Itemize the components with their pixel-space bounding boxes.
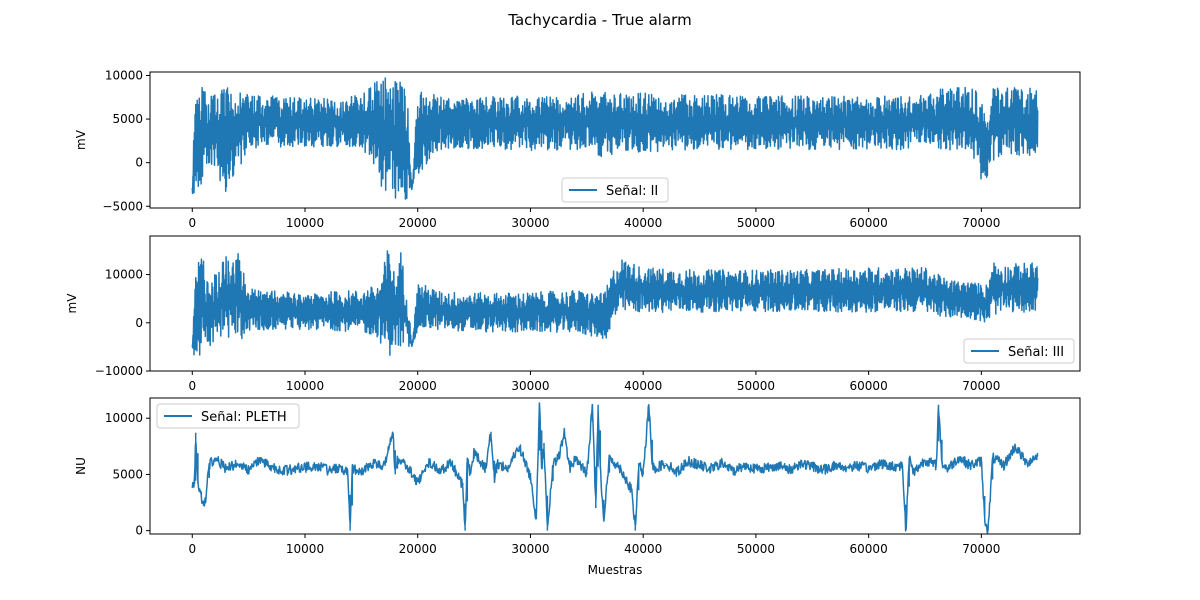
plot-frame-1 xyxy=(149,71,1081,209)
series-line-3 xyxy=(191,402,1039,534)
x-tick-label: 20000 xyxy=(399,216,437,230)
panel-3: 0 10000 20000 30000 40000 50000 60000 70000 0 500… xyxy=(74,397,1081,556)
plot-frame-3 xyxy=(149,397,1081,535)
legend-label: Señal: II xyxy=(606,184,658,199)
y-tick-label: −10000 xyxy=(95,364,143,378)
panels: 0 10000 20000 30000 40000 50000 60000 70000−500… xyxy=(65,68,1081,556)
x-tick-label: 70000 xyxy=(962,542,1000,556)
legend-box xyxy=(561,177,669,203)
x-tick-label: 60000 xyxy=(850,379,888,393)
x-tick-label: 60000 xyxy=(850,216,888,230)
x-tick-label: 70000 xyxy=(962,216,1000,230)
legend-3: Señal: PLETH xyxy=(156,403,300,429)
plot-frame-2 xyxy=(149,235,1081,372)
x-tick-label: 40000 xyxy=(624,216,662,230)
y-tick-label: 0 xyxy=(135,156,143,170)
x-tick-label: 30000 xyxy=(511,542,549,556)
x-tick-label: 40000 xyxy=(624,542,662,556)
x-tick-label: 40000 xyxy=(624,379,662,393)
figure-title: Tachycardia - True alarm xyxy=(507,11,691,29)
y-tick-label: 5000 xyxy=(112,467,143,481)
x-tick-label: 50000 xyxy=(737,542,775,556)
x-axis-label: Muestras xyxy=(588,563,643,577)
panel-1: 0 10000 20000 30000 40000 50000 60000 70000−500… xyxy=(74,68,1081,230)
y-tick-label: 0 xyxy=(135,524,143,538)
x-tick-label: 70000 xyxy=(962,379,1000,393)
x-tick-label: 20000 xyxy=(399,379,437,393)
x-tick-label: 30000 xyxy=(511,379,549,393)
x-tick-label: 50000 xyxy=(737,216,775,230)
x-tick-label: 60000 xyxy=(850,542,888,556)
legend-1: Señal: II xyxy=(561,177,669,203)
y-tick-label: 10000 xyxy=(105,411,143,425)
y-tick-label: 10000 xyxy=(105,268,143,282)
y-axis-label-2: mV xyxy=(65,293,79,314)
series-line-1 xyxy=(191,77,1039,200)
y-axis-label-3: NU xyxy=(74,457,88,475)
x-tick-label: 0 xyxy=(188,379,196,393)
x-tick-label: 0 xyxy=(188,216,196,230)
y-tick-label: 5000 xyxy=(112,112,143,126)
legend-label: Señal: III xyxy=(1008,345,1064,360)
y-tick-label: −5000 xyxy=(102,199,143,213)
series-line-2 xyxy=(191,250,1039,356)
x-tick-label: 10000 xyxy=(286,216,324,230)
legend-label: Señal: PLETH xyxy=(201,410,287,425)
x-tick-label: 10000 xyxy=(286,379,324,393)
y-tick-label: 10000 xyxy=(105,68,143,82)
legend-box xyxy=(963,338,1075,364)
legend-box xyxy=(156,403,300,429)
x-tick-label: 30000 xyxy=(511,216,549,230)
y-tick-label: 0 xyxy=(135,316,143,330)
x-tick-label: 0 xyxy=(188,542,196,556)
x-tick-label: 10000 xyxy=(286,542,324,556)
y-axis-label-1: mV xyxy=(74,129,88,150)
x-tick-label: 50000 xyxy=(737,379,775,393)
panel-2: 0 10000 20000 30000 40000 50000 60000 70000 −100… xyxy=(65,235,1081,393)
x-tick-label: 20000 xyxy=(399,542,437,556)
legend-2: Señal: III xyxy=(963,338,1075,364)
